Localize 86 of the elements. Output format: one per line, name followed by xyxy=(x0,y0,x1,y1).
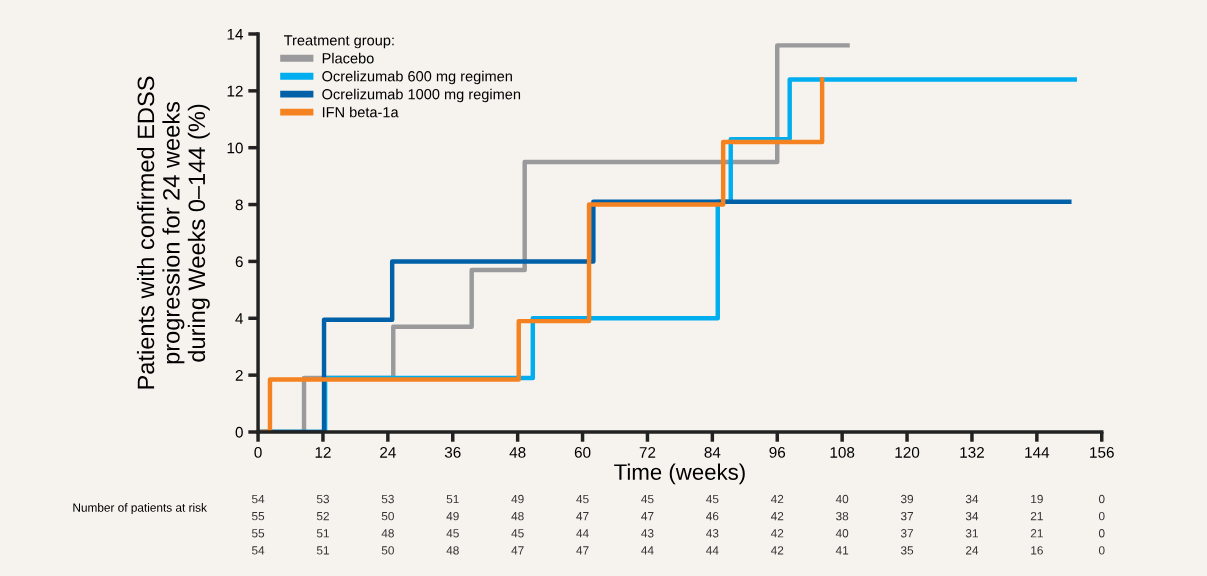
text: 38 xyxy=(836,511,849,521)
text: 51 xyxy=(316,529,329,538)
text: 47 xyxy=(576,546,589,555)
text: 0 xyxy=(1098,494,1105,504)
text: 34 xyxy=(965,511,979,521)
x-tick-label: 48 xyxy=(509,446,526,458)
text: 51 xyxy=(446,494,459,504)
text: 40 xyxy=(835,529,849,538)
text: 48 xyxy=(446,546,459,555)
text: 42 xyxy=(770,494,784,504)
text: 47 xyxy=(576,512,589,521)
x-axis-title: Time (weeks) xyxy=(614,463,745,485)
x-tick-label: 36 xyxy=(444,446,461,458)
text: 44 xyxy=(706,546,719,555)
text: 19 xyxy=(1031,494,1043,504)
text: 0 xyxy=(1098,511,1105,521)
y-tick-label: 2 xyxy=(235,370,243,381)
legend-label: IFN beta-1a xyxy=(322,106,399,118)
text: 49 xyxy=(446,511,459,521)
text: 35 xyxy=(900,546,914,555)
text: Number of patients at risk xyxy=(73,503,207,515)
x-tick-label: 84 xyxy=(704,446,721,458)
y-tick-label: 14 xyxy=(227,29,244,40)
text: 40 xyxy=(835,494,849,504)
text: 43 xyxy=(641,529,654,538)
text: 44 xyxy=(641,546,654,555)
y-axis-title: Patients with confirmed EDSS progression for 24 weeks during Weeks 0–144 (%) xyxy=(136,76,210,389)
text: 31 xyxy=(965,529,978,538)
text: 42 xyxy=(770,529,784,538)
y-tick-label: 10 xyxy=(227,142,243,154)
y-tick-label: 4 xyxy=(235,313,244,324)
legend-label: Placebo xyxy=(322,52,374,64)
text: 45 xyxy=(706,494,719,504)
text: 42 xyxy=(770,546,784,555)
y-tick-label: 12 xyxy=(227,85,243,97)
text: 55 xyxy=(251,529,265,538)
x-tick-label: 120 xyxy=(895,446,920,458)
text: 37 xyxy=(900,529,914,538)
x-tick-label: 156 xyxy=(1090,446,1114,458)
text: 55 xyxy=(251,512,265,521)
y-tick-label: 0 xyxy=(235,426,243,438)
text: 45 xyxy=(511,529,524,538)
text: 0 xyxy=(1098,546,1105,555)
text: 34 xyxy=(965,494,979,504)
y-tick-label: 6 xyxy=(235,256,243,268)
text: 53 xyxy=(381,494,394,504)
x-tick-label: 60 xyxy=(574,446,591,458)
text: 48 xyxy=(511,511,524,521)
text: 52 xyxy=(316,511,329,521)
y-tick-label: 8 xyxy=(235,199,243,211)
legend-title: Treatment group: xyxy=(284,35,394,49)
text: 16 xyxy=(1031,546,1043,555)
text: 45 xyxy=(576,494,589,504)
text: 39 xyxy=(900,494,914,504)
text: 37 xyxy=(900,511,914,521)
text: 51 xyxy=(316,546,329,555)
text: 49 xyxy=(511,494,524,504)
text: 41 xyxy=(835,546,849,555)
x-tick-label: 0 xyxy=(254,446,262,458)
text: 47 xyxy=(511,546,524,555)
x-tick-label: 108 xyxy=(830,446,855,458)
text: 50 xyxy=(381,511,394,521)
text: 53 xyxy=(316,494,329,504)
text: 45 xyxy=(446,529,459,538)
x-tick-label: 144 xyxy=(1025,447,1050,458)
legend-label: Ocrelizumab 1000 mg regimen xyxy=(322,88,521,103)
text: 54 xyxy=(251,494,265,504)
text: 24 xyxy=(965,546,979,555)
text: 54 xyxy=(251,546,265,555)
text: 42 xyxy=(770,511,784,521)
x-tick-label: 96 xyxy=(769,446,786,458)
text: 21 xyxy=(1030,511,1043,521)
x-tick-label: 132 xyxy=(960,446,984,458)
x-tick-label: 24 xyxy=(380,446,396,458)
legend-label: Ocrelizumab 600 mg regimen xyxy=(322,70,512,85)
x-tick-label: 72 xyxy=(639,446,656,458)
text: 21 xyxy=(1030,529,1043,538)
text: 47 xyxy=(641,512,654,521)
x-tick-label: 12 xyxy=(315,446,331,458)
text: 45 xyxy=(641,494,654,504)
text: 48 xyxy=(381,529,394,538)
text: 46 xyxy=(706,511,719,521)
text: 44 xyxy=(576,529,589,538)
text: 50 xyxy=(381,546,394,555)
text: 43 xyxy=(706,529,719,538)
text: 0 xyxy=(1098,529,1105,538)
